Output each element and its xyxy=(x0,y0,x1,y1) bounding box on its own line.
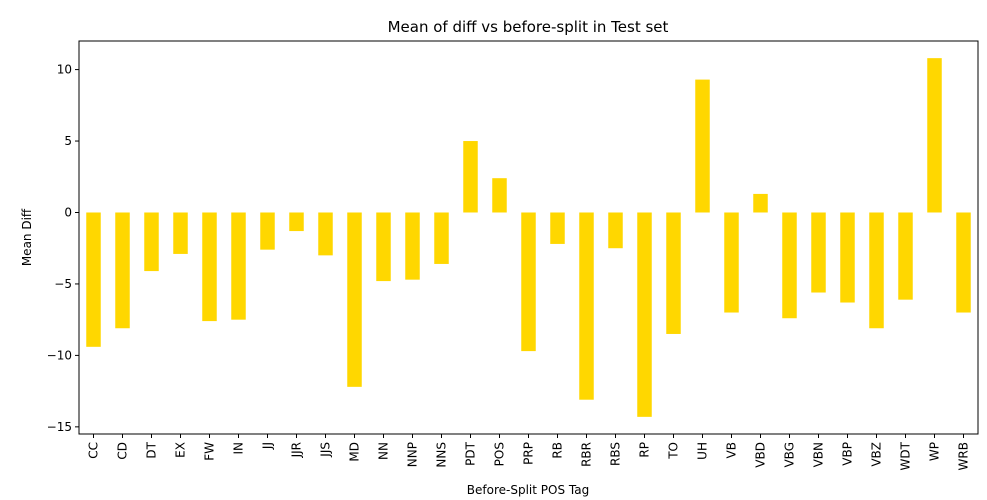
bar-jjr xyxy=(289,212,304,232)
x-tick-label: WP xyxy=(928,442,942,461)
bar-vbg xyxy=(782,212,797,319)
x-tick-label: VB xyxy=(725,442,739,458)
x-tick-label: WDT xyxy=(899,441,913,470)
x-tick-label: TO xyxy=(667,442,681,460)
bar-wdt xyxy=(898,212,913,300)
x-tick-label: CD xyxy=(116,442,130,460)
y-tick-label: −5 xyxy=(54,277,72,291)
x-tick-label: DT xyxy=(145,441,159,458)
x-tick-label: VBG xyxy=(783,442,797,468)
bar-dt xyxy=(144,212,159,272)
bar-wrb xyxy=(956,212,971,313)
x-tick-label: RBR xyxy=(580,442,594,467)
bar-md xyxy=(347,212,362,387)
x-tick-label: VBP xyxy=(841,442,855,466)
bar-pdt xyxy=(463,141,478,213)
x-tick-label: CC xyxy=(87,442,101,459)
bar-to xyxy=(666,212,681,334)
bar-vbd xyxy=(753,193,768,213)
x-tick-label: MD xyxy=(348,442,362,462)
bar-fw xyxy=(202,212,217,322)
bar-rbr xyxy=(579,212,594,400)
bar-nnp xyxy=(405,212,420,280)
x-tick-label: NN xyxy=(377,442,391,460)
y-tick-label: 5 xyxy=(64,134,72,148)
y-tick-label: 0 xyxy=(64,205,72,219)
bar-nns xyxy=(434,212,449,264)
y-axis: −15 −10 −5 0 5 10 xyxy=(47,63,79,434)
x-tick-label: IN xyxy=(232,442,246,455)
x-tick-label: FW xyxy=(203,442,217,461)
bar-vbz xyxy=(869,212,884,329)
bar-vbp xyxy=(840,212,855,303)
x-tick-label: NNS xyxy=(435,442,449,468)
x-tick-label: WRB xyxy=(957,442,971,470)
x-tick-label: NNP xyxy=(406,442,420,467)
y-tick-label: −15 xyxy=(47,420,72,434)
x-tick-label: PRP xyxy=(522,442,536,465)
bar-rb xyxy=(550,212,565,244)
bar-cc xyxy=(86,212,101,347)
y-tick-label: 10 xyxy=(57,63,72,77)
x-axis-label: Before-Split POS Tag xyxy=(467,483,589,497)
x-axis: CC CD DT EX FW IN JJ JJR JJS MD NN NNP NNS PDT POS PRP R… xyxy=(87,434,971,470)
bar-rbs xyxy=(608,212,623,249)
bar-uh xyxy=(695,79,710,213)
bar-nn xyxy=(376,212,391,282)
bar-prp xyxy=(521,212,536,352)
x-tick-label: EX xyxy=(174,442,188,458)
bar-cd xyxy=(115,212,130,329)
bar-ex xyxy=(173,212,188,254)
x-tick-label: VBN xyxy=(812,442,826,467)
chart-title: Mean of diff vs before-split in Test set xyxy=(388,18,669,36)
x-tick-label: RBS xyxy=(609,442,623,466)
x-tick-label: RB xyxy=(551,442,565,459)
x-tick-label: JJS xyxy=(319,442,333,458)
x-tick-label: VBD xyxy=(754,442,768,468)
x-tick-label: UH xyxy=(696,442,710,460)
bar-jjs xyxy=(318,212,333,256)
x-tick-label: RP xyxy=(638,442,652,458)
bar-vbn xyxy=(811,212,826,293)
x-tick-label: JJR xyxy=(290,442,304,458)
bar-jj xyxy=(260,212,275,250)
y-axis-label: Mean Diff xyxy=(20,208,34,266)
bar-rp xyxy=(637,212,652,417)
bar-wp xyxy=(927,58,942,213)
x-tick-label: JJ xyxy=(261,442,275,450)
bar-vb xyxy=(724,212,739,313)
x-tick-label: VBZ xyxy=(870,442,884,467)
x-tick-label: POS xyxy=(493,442,507,466)
bars-layer xyxy=(86,58,971,417)
bar-in xyxy=(231,212,246,320)
y-tick-label: −10 xyxy=(47,348,72,362)
x-tick-label: PDT xyxy=(464,441,478,465)
bar-pos xyxy=(492,178,507,213)
